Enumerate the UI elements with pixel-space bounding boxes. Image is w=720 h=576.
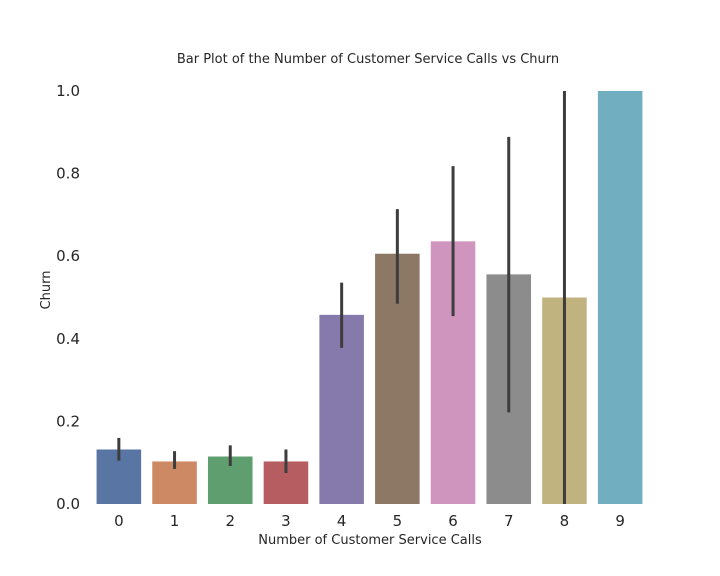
y-tick-label: 0.4 [56, 330, 80, 348]
x-axis-ticks: 0 1 2 3 4 5 6 7 8 9 [114, 512, 625, 530]
y-tick-label: 0.2 [56, 412, 80, 430]
y-tick-label: 0.6 [56, 247, 80, 265]
y-axis-ticks: 0.0 0.2 0.4 0.6 0.8 1.0 [56, 82, 80, 513]
y-tick-label: 0.0 [56, 495, 80, 513]
bar-9 [597, 91, 643, 504]
error-bars [117, 91, 566, 504]
x-tick-label: 2 [225, 512, 235, 530]
x-tick-label: 9 [615, 512, 625, 530]
x-tick-label: 5 [393, 512, 403, 530]
x-tick-label: 6 [448, 512, 458, 530]
x-tick-label: 8 [560, 512, 570, 530]
x-tick-label: 1 [170, 512, 180, 530]
y-tick-label: 0.8 [56, 165, 80, 183]
x-axis-label: Number of Customer Service Calls [258, 533, 482, 548]
bars [96, 91, 643, 504]
x-tick-label: 3 [281, 512, 291, 530]
y-tick-label: 1.0 [56, 82, 80, 100]
x-tick-label: 7 [504, 512, 514, 530]
y-axis-label: Churn [39, 271, 54, 310]
x-tick-label: 0 [114, 512, 124, 530]
x-tick-label: 4 [337, 512, 347, 530]
chart-title: Bar Plot of the Number of Customer Servi… [177, 52, 559, 67]
